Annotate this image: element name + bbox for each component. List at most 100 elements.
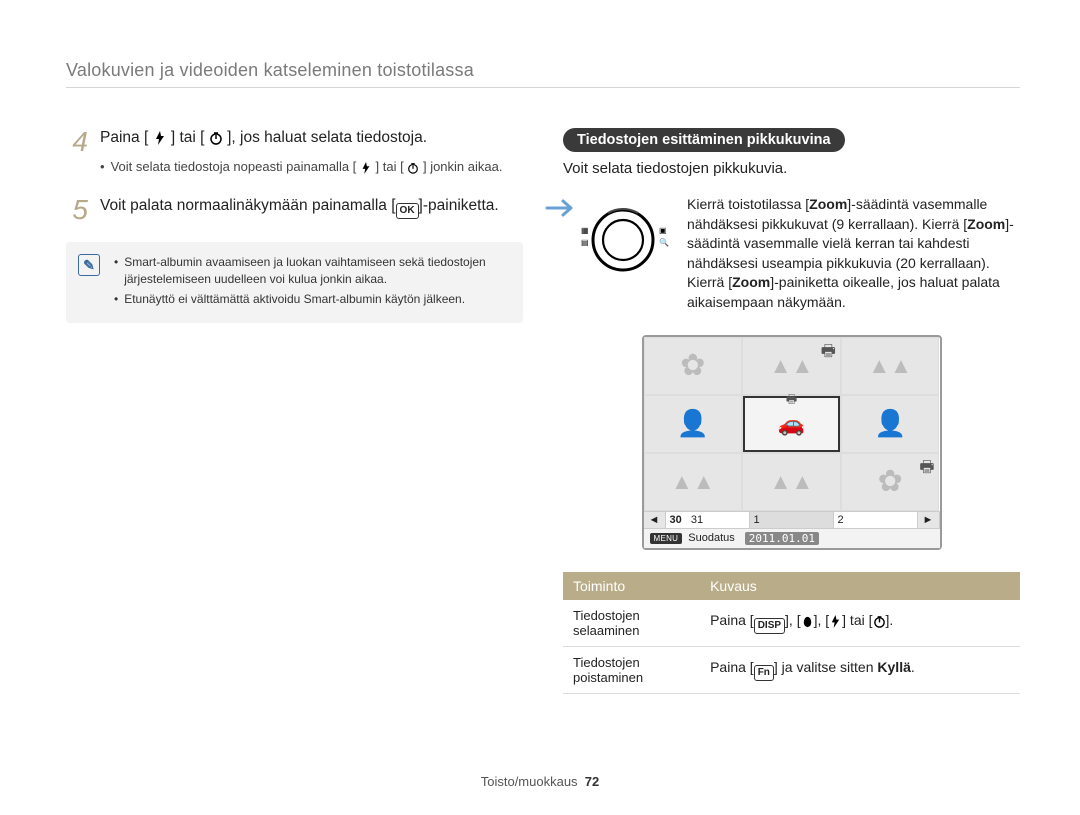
- thumb-cell: ✿: [644, 337, 743, 395]
- thumb-cell: 👤: [644, 395, 743, 453]
- note-item: Etunäyttö ei välttämättä aktivoidu Smart…: [114, 291, 509, 307]
- step-number: 4: [66, 128, 88, 178]
- dial-icon: ▦ ▤ ▣ 🔍: [563, 195, 673, 285]
- text: ], jos haluat selata tiedostoja.: [227, 129, 427, 146]
- main-columns: 4 Paina [ ] tai [ ], jos haluat selata t…: [66, 128, 1020, 694]
- text: ].: [886, 612, 894, 628]
- flower-icon: ✿: [878, 464, 903, 499]
- note-box: ✎ Smart-albumin avaamiseen ja luokan vai…: [66, 242, 523, 323]
- zoom-label: Zoom: [732, 274, 770, 290]
- text: Kierrä toistotilassa [: [687, 196, 809, 212]
- disp-key: DISP: [754, 618, 785, 634]
- scale-next[interactable]: ►: [918, 512, 940, 528]
- mountain-icon: ▲▲: [671, 469, 715, 495]
- zoom-description: Kierrä toistotilassa [Zoom]-säädintä vas…: [687, 195, 1020, 313]
- scale-day: 2: [834, 512, 918, 528]
- mountain-icon: ▲▲: [770, 353, 814, 379]
- thumbnail-viewer: ✿ ▲▲🖶 ▲▲ 👤 🚗🖶 👤 ▲▲ ▲▲ ✿🖶 ◄ 30 31 1: [642, 335, 942, 550]
- text: ] tai [: [171, 129, 205, 146]
- flower-icon: ✿: [680, 348, 705, 383]
- table-header: Kuvaus: [700, 572, 1020, 600]
- thumb-cell: ▲▲: [742, 453, 841, 511]
- zoom-row: ▦ ▤ ▣ 🔍 Kierrä toistotilassa [Zoom]-sääd…: [563, 195, 1020, 313]
- text: ], [: [785, 612, 801, 628]
- text: ]-painiketta.: [419, 197, 499, 214]
- page-footer: Toisto/muokkaus 72: [0, 774, 1080, 789]
- thumbnail-filter-row: MENU Suodatus 2011.01.01: [644, 528, 940, 548]
- scale-day: 30 31: [666, 512, 750, 528]
- filter-date: 2011.01.01: [745, 532, 819, 545]
- thumb-cell: ✿🖶: [841, 453, 940, 511]
- page-header: Valokuvien ja videoiden katseleminen toi…: [66, 60, 1020, 88]
- table-cell: Tiedostojen selaaminen: [563, 600, 700, 647]
- svg-text:🔍: 🔍: [659, 237, 669, 247]
- info-icon: ✎: [78, 254, 100, 276]
- timer-icon: [209, 131, 223, 152]
- section-intro: Voit selata tiedostojen pikkukuvia.: [563, 160, 1020, 177]
- car-icon: 🚗: [778, 411, 805, 437]
- arrow-icon: [545, 197, 575, 219]
- text: Etunäyttö ei välttämättä aktivoidu Smart…: [124, 291, 465, 307]
- thumbnail-grid: ✿ ▲▲🖶 ▲▲ 👤 🚗🖶 👤 ▲▲ ▲▲ ✿🖶: [644, 337, 940, 511]
- fn-key: Fn: [754, 665, 774, 681]
- scale-prev[interactable]: ◄: [644, 512, 666, 528]
- svg-text:▣: ▣: [659, 226, 667, 235]
- macro-icon: [801, 615, 814, 631]
- text: .: [911, 659, 915, 675]
- ok-key: OK: [396, 203, 419, 219]
- svg-text:▦: ▦: [581, 226, 589, 235]
- left-column: 4 Paina [ ] tai [ ], jos haluat selata t…: [66, 128, 523, 694]
- thumb-cell-selected: 🚗🖶: [742, 395, 841, 453]
- text: 31: [691, 514, 703, 526]
- flash-icon: [153, 131, 167, 152]
- sub-bullet: Voit selata tiedostoja nopeasti painamal…: [100, 158, 502, 179]
- flash-icon: [360, 161, 372, 179]
- thumbnail-scale: ◄ 30 31 1 2 ►: [644, 511, 940, 528]
- zoom-label: Zoom: [967, 216, 1005, 232]
- print-icon: 🖶: [786, 390, 797, 411]
- right-column: Tiedostojen esittäminen pikkukuvina Voit…: [563, 128, 1020, 694]
- header-rule: [66, 87, 1020, 88]
- thumb-cell: 👤: [841, 395, 940, 453]
- table-cell: Paina [DISP], [], [] tai [].: [700, 600, 1020, 647]
- thumb-cell: ▲▲: [841, 337, 940, 395]
- step-sub: Voit selata tiedostoja nopeasti painamal…: [100, 158, 502, 179]
- text: Paina [: [710, 612, 754, 628]
- zoom-label: Zoom: [809, 196, 847, 212]
- thumb-cell: ▲▲: [644, 453, 743, 511]
- text: ] tai [: [842, 612, 872, 628]
- scale-day: 1: [750, 512, 834, 528]
- note-item: Smart-albumin avaamiseen ja luokan vaiht…: [114, 254, 509, 286]
- section-heading: Tiedostojen esittäminen pikkukuvina: [563, 128, 1020, 152]
- person-icon: 👤: [677, 408, 709, 439]
- flash-icon: [829, 615, 842, 631]
- page: Valokuvien ja videoiden katseleminen toi…: [0, 0, 1080, 815]
- text: Voit palata normaalinäkymään painamalla …: [100, 197, 396, 214]
- person-icon: 👤: [874, 408, 906, 439]
- thumb-cell: ▲▲ 🖶: [742, 337, 841, 395]
- print-icon: 🖶: [919, 456, 934, 483]
- text: Paina [: [100, 129, 148, 146]
- step-4: 4 Paina [ ] tai [ ], jos haluat selata t…: [66, 128, 523, 178]
- timer-icon: [873, 615, 886, 631]
- step-body: Paina [ ] tai [ ], jos haluat selata tie…: [100, 128, 502, 178]
- svg-text:▤: ▤: [581, 238, 589, 247]
- table-header: Toiminto: [563, 572, 700, 600]
- menu-chip[interactable]: MENU: [650, 533, 683, 544]
- note-list: Smart-albumin avaamiseen ja luokan vaiht…: [114, 254, 509, 307]
- page-number: 72: [585, 774, 599, 789]
- footer-label: Toisto/muokkaus: [481, 774, 578, 789]
- section-pill: Tiedostojen esittäminen pikkukuvina: [563, 128, 845, 152]
- timer-icon: [407, 161, 419, 179]
- text: ] tai [: [376, 159, 404, 174]
- page-title: Valokuvien ja videoiden katseleminen toi…: [66, 60, 1020, 81]
- text: ] ja valitse sitten: [774, 659, 878, 675]
- step-body: Voit palata normaalinäkymään painamalla …: [100, 196, 499, 224]
- table-cell: Paina [Fn] ja valitse sitten Kyllä.: [700, 646, 1020, 693]
- text-bold: Kyllä: [877, 659, 910, 675]
- thumbnail-frame: ✿ ▲▲🖶 ▲▲ 👤 🚗🖶 👤 ▲▲ ▲▲ ✿🖶 ◄ 30 31 1: [642, 335, 942, 550]
- print-icon: 🖶: [821, 340, 836, 367]
- table-cell: Tiedostojen poistaminen: [563, 646, 700, 693]
- text: ], [: [814, 612, 830, 628]
- function-table: Toiminto Kuvaus Tiedostojen selaaminen P…: [563, 572, 1020, 694]
